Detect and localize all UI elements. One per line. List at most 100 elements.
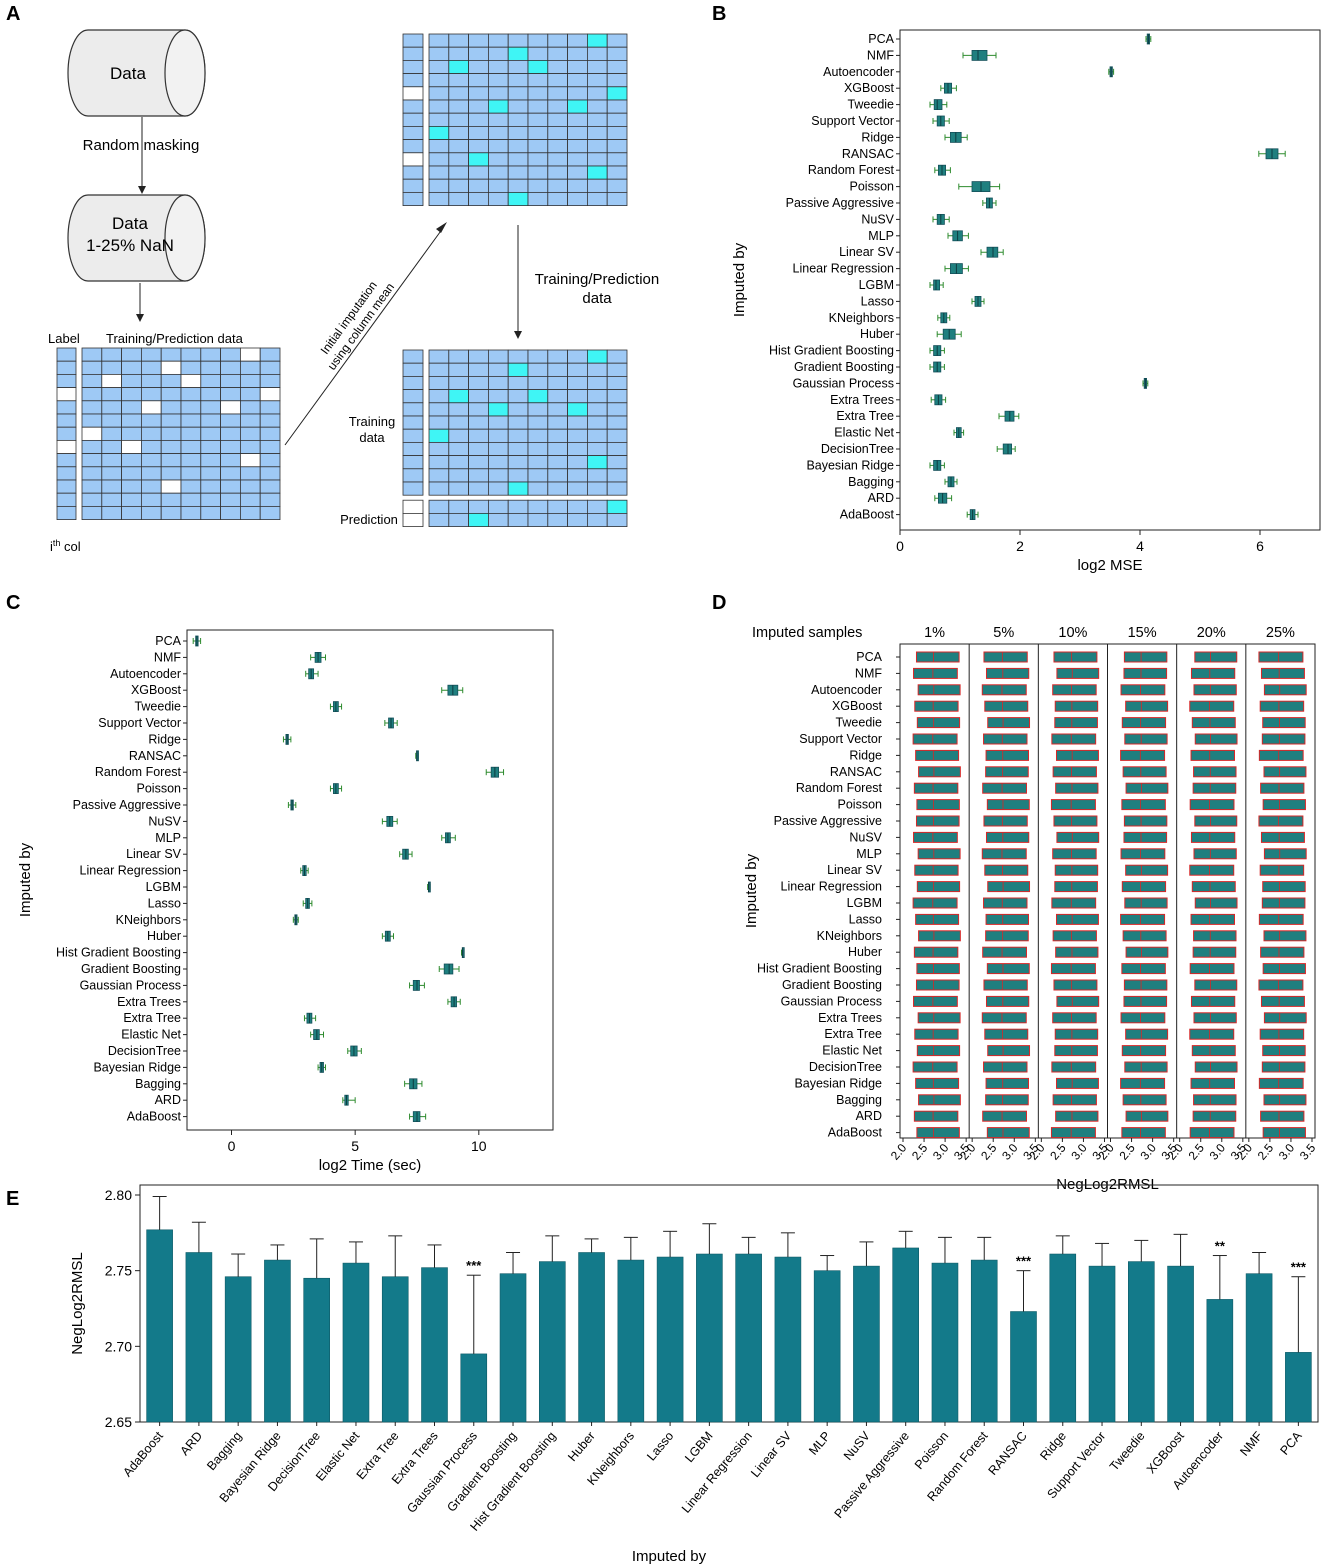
box-ard: [1260, 1110, 1305, 1122]
significance-marker: ***: [1016, 1254, 1032, 1269]
x-tick-label: 5: [351, 1138, 359, 1154]
grid-cell: [101, 347, 123, 362]
category-label: Huber: [147, 929, 181, 943]
category-label: XGBoost: [832, 699, 883, 713]
category-label: KNeighbors: [829, 311, 894, 325]
category-label: Linear SV: [827, 863, 883, 877]
box-iqr: [985, 766, 1029, 778]
grid-cell: [547, 46, 568, 61]
box-iqr: [916, 1045, 961, 1057]
grid-cell: [587, 139, 608, 154]
grid-cell: [567, 126, 588, 141]
category-label: Poisson: [838, 798, 883, 812]
grid-cell: [468, 402, 489, 417]
box-lgbm: [1051, 897, 1097, 909]
category-label: Autoencoder: [823, 65, 894, 79]
box-ransac: [1258, 148, 1286, 160]
grid-cell: [220, 466, 241, 481]
grid-cell: [56, 387, 77, 402]
box-iqr: [1194, 651, 1238, 663]
box-iqr: [985, 1077, 1030, 1089]
grid-cell: [428, 375, 450, 390]
box-extra-tree: [1259, 1028, 1305, 1040]
bar: [853, 1265, 880, 1423]
grid-cell: [428, 112, 450, 127]
grid-cell: [527, 33, 549, 48]
box-hist-gradient-boosting: [1189, 963, 1235, 975]
grid-cell: [140, 413, 162, 428]
box-iqr: [918, 1094, 961, 1106]
category-label: MLP: [856, 847, 882, 861]
box-adaboost: [1262, 1127, 1306, 1139]
box-nmf: [1123, 667, 1168, 679]
box-decisiontree: [1194, 1061, 1238, 1073]
category-label: DecisionTree: [821, 442, 894, 456]
category-label: AdaBoost: [840, 508, 895, 522]
box-bayesian-ridge: [317, 1061, 326, 1073]
panel-b-letter: B: [712, 3, 726, 25]
bar: [892, 1247, 920, 1423]
box-ridge: [1055, 749, 1099, 761]
category-label: Elastic Net: [822, 1044, 882, 1058]
box-tweedie: [987, 717, 1031, 729]
box-iqr: [1125, 782, 1169, 794]
grid-cell: [180, 400, 202, 415]
box-ransac: [1122, 766, 1167, 778]
grid-cell: [606, 428, 628, 443]
grid-cell: [587, 513, 608, 528]
box-gradient-boosting: [438, 963, 460, 975]
grid-cell: [81, 426, 103, 441]
grid-cell: [121, 479, 142, 494]
x-tick-label: 3.0: [1068, 1141, 1090, 1163]
grid-cell: [160, 466, 182, 481]
category-label: NuSV: [861, 212, 894, 226]
box-pca: [1194, 651, 1238, 663]
box-iqr: [1120, 913, 1166, 925]
box-iqr: [916, 963, 960, 975]
grid-cell: [468, 73, 489, 88]
grid-cell: [56, 453, 77, 468]
grid-cell: [448, 375, 469, 390]
box-iqr: [1192, 782, 1237, 794]
grid-cell: [448, 455, 469, 470]
category-label: AdaBoost: [828, 1126, 883, 1140]
box-random-forest: [934, 164, 951, 176]
grid-cell: [402, 73, 424, 88]
prediction-label: Prediction: [340, 512, 398, 527]
box-extra-tree: [984, 1028, 1029, 1040]
box-autoencoder: [1108, 66, 1115, 78]
box-iqr: [914, 1028, 959, 1040]
box-iqr: [1122, 766, 1167, 778]
box-lgbm: [427, 881, 431, 893]
bar: [696, 1253, 723, 1423]
grid-cell: [81, 400, 103, 415]
grid-cell: [507, 191, 529, 206]
grid-cell: [527, 513, 549, 528]
box-iqr: [1260, 667, 1305, 679]
box-decisiontree: [996, 443, 1016, 455]
box-iqr: [1193, 930, 1237, 942]
grid-cell: [428, 191, 450, 206]
significance-marker: ***: [466, 1258, 482, 1273]
plot-frame: [186, 629, 554, 1131]
bar: [381, 1276, 409, 1423]
x-tick-label: NuSV: [841, 1428, 873, 1463]
training-data-line2: data: [359, 430, 385, 445]
grid-cell: [547, 60, 568, 75]
box-extra-trees: [1193, 1012, 1237, 1024]
grid-cell: [606, 178, 628, 193]
box-extra-tree: [1125, 1028, 1169, 1040]
box-bayesian-ridge: [1120, 1077, 1166, 1089]
grid-cell: [180, 492, 202, 507]
grid-cell: [259, 492, 281, 507]
box-iqr: [1193, 848, 1237, 860]
box-iqr: [1051, 1061, 1097, 1073]
grid-cell: [468, 191, 489, 206]
bar: [342, 1262, 370, 1423]
box-mlp: [1193, 848, 1237, 860]
x-tick-label: 2.5: [1255, 1141, 1277, 1163]
grid-cell: [606, 362, 628, 377]
grid-cell: [160, 373, 182, 388]
grid-cell: [428, 33, 450, 48]
box-kneighbors: [1052, 930, 1097, 942]
